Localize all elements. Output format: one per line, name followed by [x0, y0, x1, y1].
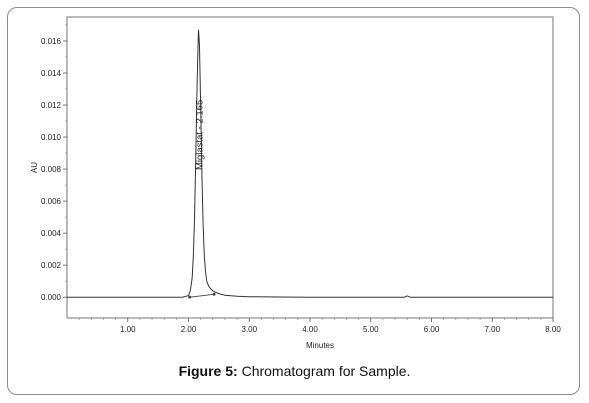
figure-frame	[7, 7, 580, 395]
y-tick-label: 0.000	[41, 293, 62, 302]
y-tick-label: 0.006	[41, 197, 62, 206]
x-tick-label: 7.00	[484, 325, 500, 334]
plot-area-border	[66, 16, 554, 319]
chromatogram-chart: 0.000 0.002 0.004 0.006 0.008 0.010 0.012 0.014…	[30, 16, 561, 350]
integration-baseline	[189, 293, 215, 298]
x-tick-label: 8.00	[545, 325, 561, 334]
caption-text: Chromatogram for Sample.	[241, 363, 411, 379]
y-tick-label: 0.016	[41, 37, 62, 46]
baseline-start-marker	[188, 295, 192, 299]
baseline-end-marker	[212, 292, 216, 296]
y-tick-label: 0.014	[41, 69, 62, 78]
x-tick-label: 2.00	[181, 325, 197, 334]
figure-caption: Figure 5: Chromatogram for Sample.	[0, 363, 589, 379]
y-tick-label: 0.012	[41, 101, 62, 110]
peak-label: Miglastat - 2.165	[195, 100, 206, 170]
chromatogram-trace	[67, 29, 553, 298]
y-tick-label: 0.004	[41, 229, 62, 238]
x-tick-label: 5.00	[363, 325, 379, 334]
x-axis-title: Minutes	[306, 341, 334, 350]
y-tick-label: 0.008	[41, 165, 62, 174]
x-tick-label: 6.00	[424, 325, 440, 334]
y-tick-label: 0.002	[41, 261, 62, 270]
caption-label: Figure 5:	[178, 363, 238, 379]
x-tick-label: 4.00	[302, 325, 318, 334]
y-axis-title: AU	[30, 162, 39, 173]
y-tick-label: 0.010	[41, 133, 62, 142]
x-tick-label: 1.00	[120, 325, 136, 334]
x-tick-label: 3.00	[241, 325, 257, 334]
